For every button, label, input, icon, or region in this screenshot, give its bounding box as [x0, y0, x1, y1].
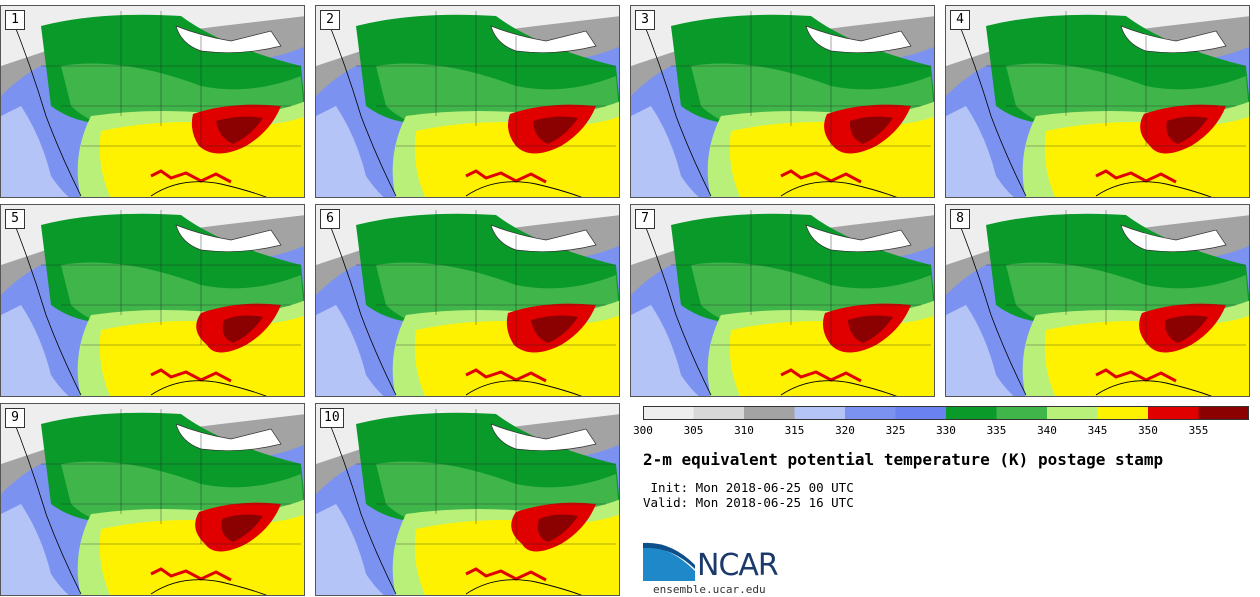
colorbar-segment — [895, 406, 947, 420]
equivalent-potential-temperature-map — [1, 404, 304, 595]
colorbar-tick-label: 325 — [885, 424, 906, 437]
colorbar-segment — [643, 406, 695, 420]
colorbar-tick-label: 350 — [1138, 424, 1158, 437]
equivalent-potential-temperature-map — [946, 205, 1249, 396]
colorbar-segment — [1047, 406, 1099, 420]
member-label: 9 — [5, 408, 25, 428]
colorbar-tick-label: 305 — [683, 424, 704, 437]
member-panel-9[interactable]: 9 — [0, 403, 305, 596]
member-panel-6[interactable]: 6 — [315, 204, 620, 397]
site-url[interactable]: ensemble.ucar.edu — [653, 583, 766, 596]
colorbar-tick-label: 355 — [1188, 424, 1209, 437]
init-time: Init: Mon 2018-06-25 00 UTC — [643, 480, 854, 495]
equivalent-potential-temperature-map — [316, 6, 619, 197]
equivalent-potential-temperature-map — [316, 404, 619, 595]
member-label: 4 — [950, 10, 970, 30]
equivalent-potential-temperature-map — [1, 205, 304, 396]
ncar-logo-icon — [643, 541, 695, 581]
colorbar-segment — [946, 406, 998, 420]
member-panel-2[interactable]: 2 — [315, 5, 620, 198]
member-panel-7[interactable]: 7 — [630, 204, 935, 397]
ncar-logo-text: NCAR — [697, 548, 779, 583]
colorbar-segment — [693, 406, 745, 420]
colorbar-segment — [996, 406, 1048, 420]
colorbar-tick-label: 300 — [633, 424, 653, 437]
chart-title: 2-m equivalent potential temperature (K)… — [643, 450, 1164, 469]
equivalent-potential-temperature-map — [316, 205, 619, 396]
colorbar-tick-label: 335 — [986, 424, 1007, 437]
member-panel-10[interactable]: 10 — [315, 403, 620, 596]
colorbar-tick-label: 330 — [936, 424, 956, 437]
member-label: 6 — [320, 209, 340, 229]
member-label: 3 — [635, 10, 655, 30]
colorbar-tick-label: 340 — [1037, 424, 1057, 437]
equivalent-potential-temperature-map — [631, 205, 934, 396]
colorbar-tick-label: 315 — [784, 424, 805, 437]
member-label: 1 — [5, 10, 25, 30]
colorbar-segment — [794, 406, 846, 420]
equivalent-potential-temperature-map — [631, 6, 934, 197]
member-label: 2 — [320, 10, 340, 30]
colorbar-segment — [1097, 406, 1149, 420]
equivalent-potential-temperature-map — [1, 6, 304, 197]
colorbar-tick-label: 310 — [734, 424, 754, 437]
member-label: 10 — [320, 408, 344, 428]
member-panel-4[interactable]: 4 — [945, 5, 1250, 198]
colorbar-tick-label: 320 — [835, 424, 855, 437]
member-panel-3[interactable]: 3 — [630, 5, 935, 198]
member-panel-1[interactable]: 1 — [0, 5, 305, 198]
colorbar-segment — [1148, 406, 1200, 420]
colorbar-segment — [1198, 406, 1249, 420]
colorbar-segment — [845, 406, 897, 420]
colorbar — [643, 406, 1249, 420]
member-label: 7 — [635, 209, 655, 229]
member-label: 5 — [5, 209, 25, 229]
member-panel-5[interactable]: 5 — [0, 204, 305, 397]
valid-time: Valid: Mon 2018-06-25 16 UTC — [643, 495, 854, 510]
colorbar-tick-label: 345 — [1087, 424, 1108, 437]
colorbar-segment — [744, 406, 796, 420]
equivalent-potential-temperature-map — [946, 6, 1249, 197]
member-label: 8 — [950, 209, 970, 229]
member-panel-8[interactable]: 8 — [945, 204, 1250, 397]
